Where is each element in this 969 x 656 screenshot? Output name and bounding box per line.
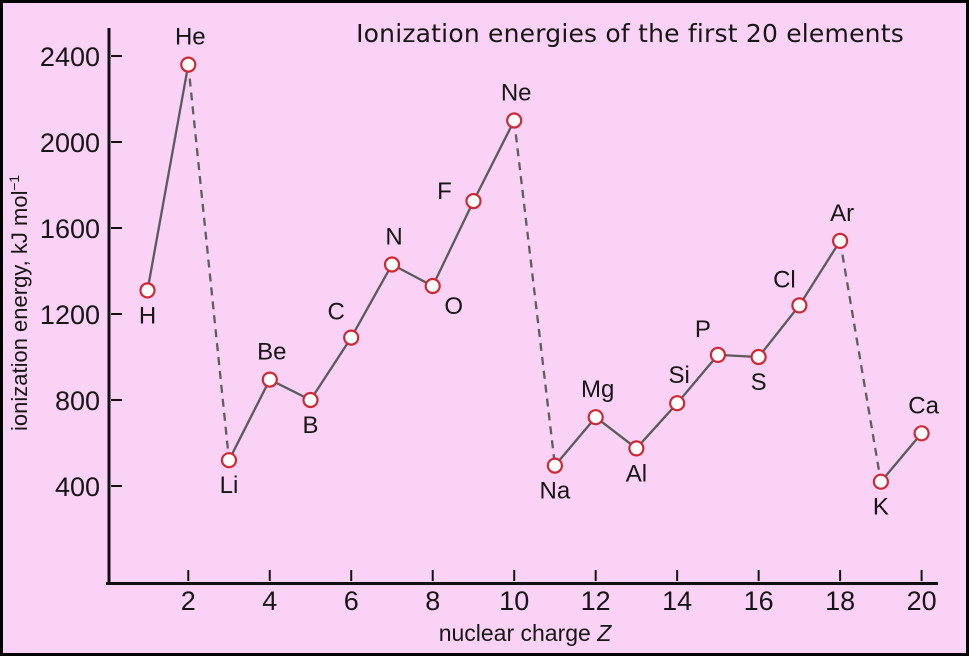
y-tick-label-2400: 2400 — [40, 42, 100, 72]
point-label-He: He — [175, 24, 206, 51]
data-point-Cl — [791, 297, 808, 314]
data-point-Ar — [831, 232, 849, 249]
series-period-2 — [227, 119, 516, 461]
element-labels: H He Li Be B C N O F Ne Na Mg Al SiP S Cl Ar K Ca — [139, 24, 940, 521]
data-point-Li — [220, 452, 238, 469]
data-point-P — [709, 346, 727, 363]
point-label-Ne: Ne — [501, 80, 532, 107]
x-tick-label-18: 18 — [825, 586, 855, 616]
y-tick-label-2000: 2000 — [40, 128, 100, 158]
y-tick-label-1600: 1600 — [40, 214, 100, 244]
data-point-Ne — [506, 112, 523, 129]
data-points — [139, 56, 930, 490]
y-tick-group: 400 800 1200 1600 2000 2400 — [40, 42, 122, 502]
data-point-O — [424, 277, 441, 295]
point-label-K: K — [873, 494, 889, 521]
y-axis-label-superscript: −1 — [6, 174, 22, 191]
x-tick-label-10: 10 — [499, 586, 529, 616]
data-point-Be — [261, 371, 278, 388]
point-label-Be: Be — [257, 339, 286, 366]
dashed-connector-Ne-Na — [513, 120, 557, 466]
data-point-Na — [546, 457, 564, 474]
x-axis-label: nuclear charge Z — [380, 620, 670, 647]
data-point-S — [750, 348, 767, 366]
x-axis-label-variable: Z — [597, 620, 612, 646]
point-label-B: B — [302, 412, 318, 439]
dashed-connectors — [187, 64, 882, 482]
dashed-connector-He-Li — [187, 64, 231, 461]
point-label-Cl: Cl — [773, 266, 796, 293]
data-point-N — [383, 256, 401, 273]
y-axis-label-text: ionization energy, kJ mol — [7, 190, 33, 432]
point-label-N: N — [385, 224, 402, 251]
y-tick-label-800: 800 — [55, 386, 100, 416]
data-point-Mg — [587, 409, 604, 426]
series-period-3 — [554, 240, 842, 467]
point-label-F: F — [437, 178, 452, 205]
point-label-Si: Si — [669, 362, 690, 389]
chart-title: Ionization energies of the first 20 elem… — [356, 19, 904, 48]
y-tick-label-1200: 1200 — [40, 300, 100, 330]
data-point-C — [343, 329, 360, 346]
point-label-C: C — [328, 299, 345, 326]
point-label-Mg: Mg — [581, 376, 614, 403]
series-period-4 — [880, 432, 923, 483]
point-label-S: S — [751, 369, 767, 396]
x-tick-label-4: 4 — [262, 586, 277, 616]
data-point-He — [180, 56, 197, 73]
data-point-Al — [628, 440, 645, 457]
point-label-Ca: Ca — [908, 392, 939, 419]
x-tick-label-16: 16 — [744, 586, 774, 616]
series-period-1 — [146, 64, 190, 291]
x-tick-group: 2 4 6 8 10 12 14 16 18 20 — [181, 570, 937, 616]
y-tick-label-400: 400 — [55, 472, 100, 502]
x-tick-label-14: 14 — [662, 586, 692, 616]
point-label-Ar: Ar — [830, 200, 854, 227]
data-point-H — [139, 282, 156, 299]
x-tick-label-8: 8 — [425, 586, 440, 616]
x-axis-label-text: nuclear charge — [438, 620, 591, 646]
series-lines — [146, 64, 923, 483]
point-label-Na: Na — [540, 478, 571, 505]
point-label-Li: Li — [220, 472, 239, 499]
point-label-O: O — [444, 293, 463, 320]
data-point-Ca — [913, 425, 930, 442]
data-point-B — [302, 391, 319, 409]
data-point-K — [872, 473, 890, 490]
x-tick-label-6: 6 — [344, 586, 359, 616]
y-axis-label: ionization energy, kJ mol−1 — [7, 175, 33, 431]
point-label-P: P — [695, 316, 711, 343]
data-point-F — [465, 193, 482, 210]
axes — [106, 28, 938, 585]
x-tick-label-20: 20 — [907, 586, 937, 616]
x-tick-label-12: 12 — [581, 586, 611, 616]
x-tick-label-2: 2 — [181, 586, 196, 616]
point-label-Al: Al — [626, 460, 647, 487]
dashed-connector-Ar-K — [838, 240, 882, 482]
point-label-H: H — [139, 302, 156, 329]
data-point-Si — [669, 395, 686, 412]
